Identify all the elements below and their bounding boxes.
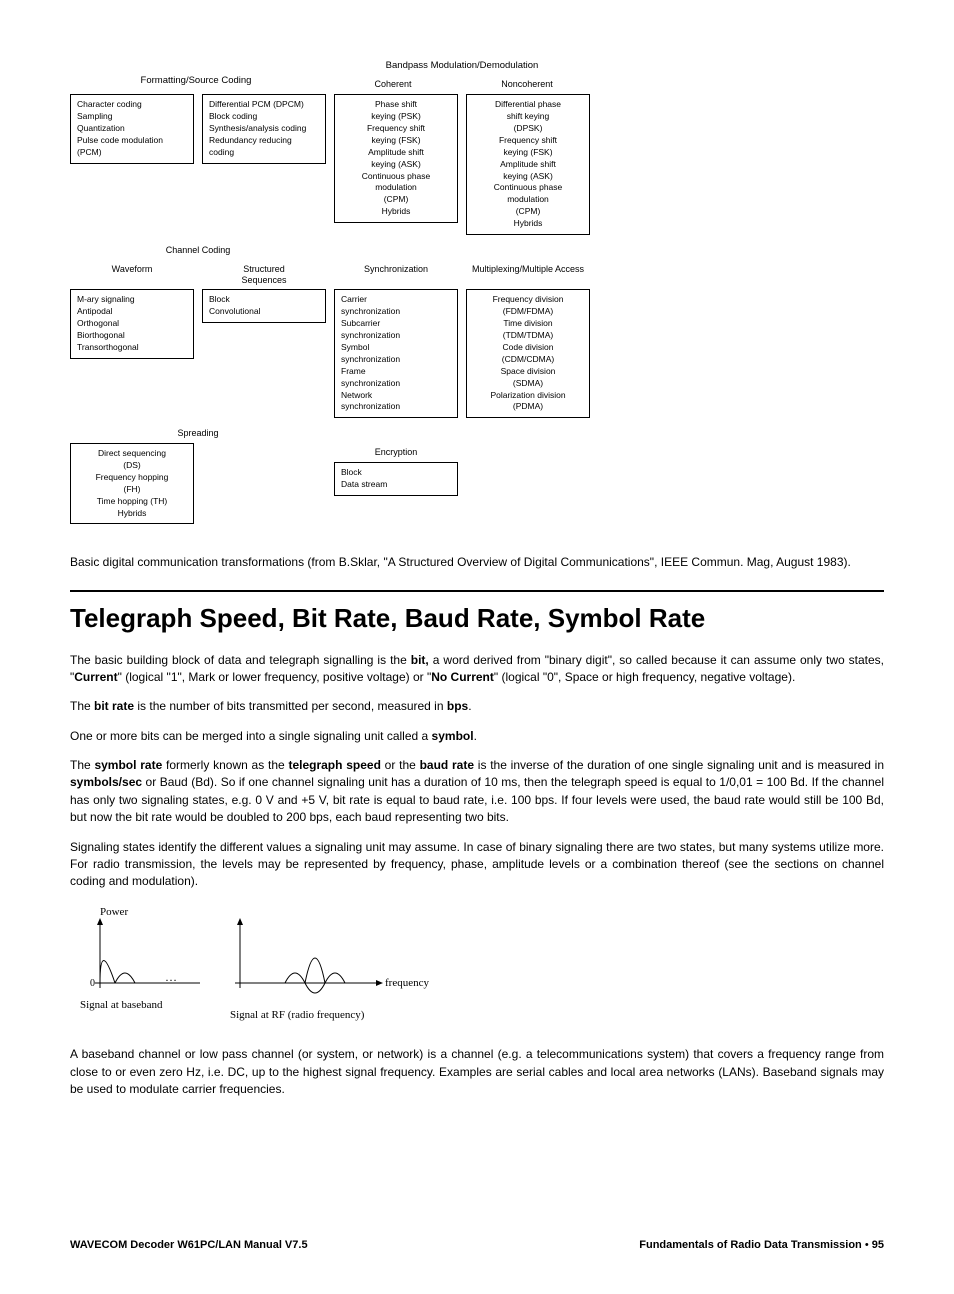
label-power: Power — [100, 906, 128, 918]
diagram-sub-spreading: Spreading — [70, 428, 326, 439]
diagram-sub-structured: Structured Sequences — [202, 264, 326, 286]
diagram-box-sync: CarriersynchronizationSubcarriersynchron… — [334, 289, 458, 418]
diagram-title-channelcoding: Channel Coding — [70, 245, 326, 256]
diagram-box-encryption: BlockData stream — [334, 462, 458, 496]
text: is the number of bits transmitted per se… — [134, 699, 447, 713]
bold: telegraph speed — [288, 758, 380, 772]
diagram-sub-encryption: Encryption — [334, 447, 458, 458]
diagram-box-noncoherent: Differential phaseshift keying(DPSK)Freq… — [466, 94, 590, 235]
diagram-box-multiplex: Frequency division(FDM/FDMA)Time divisio… — [466, 289, 590, 418]
figure-caption: Basic digital communication transformati… — [70, 554, 884, 571]
diagram-sub-noncoherent: Noncoherent — [464, 79, 590, 90]
bold: baud rate — [420, 758, 474, 772]
footer-page: 95 — [872, 1239, 884, 1251]
bold: Current — [74, 670, 117, 684]
diagram-box-formatting1: Character codingSamplingQuantizationPuls… — [70, 94, 194, 163]
diagram-sub-sync: Synchronization — [334, 264, 458, 275]
diagram-sub-waveform: Waveform — [70, 264, 194, 275]
bold: symbols/sec — [70, 775, 142, 789]
text: " (logical "1", Mark or lower frequency,… — [118, 670, 432, 684]
label-rf: Signal at RF (radio frequency) — [230, 1009, 365, 1021]
bold: symbol rate — [94, 758, 162, 772]
label-dots: … — [165, 970, 177, 984]
text: or the — [381, 758, 420, 772]
diagram-box-structured: BlockConvolutional — [202, 289, 326, 323]
text: One or more bits can be merged into a si… — [70, 729, 432, 743]
paragraph-4: The symbol rate formerly known as the te… — [70, 757, 884, 827]
paragraph-6: A baseband channel or low pass channel (… — [70, 1046, 884, 1098]
label-baseband: Signal at baseband — [80, 999, 163, 1011]
text: formerly known as the — [162, 758, 288, 772]
text: . — [468, 699, 471, 713]
signal-svg: Power 0 … Signal at baseband frequency S… — [70, 903, 430, 1023]
diagram-sub-coherent: Coherent — [330, 79, 456, 90]
text: The — [70, 699, 94, 713]
paragraph-2: The bit rate is the number of bits trans… — [70, 698, 884, 715]
section-heading: Telegraph Speed, Bit Rate, Baud Rate, Sy… — [70, 600, 884, 638]
text: The — [70, 758, 94, 772]
page-footer: WAVECOM Decoder W61PC/LAN Manual V7.5 Fu… — [70, 1238, 884, 1254]
diagram-title-formatting: Formatting/Source Coding — [70, 75, 322, 86]
bold: bit rate — [94, 699, 134, 713]
text: or Baud (Bd). So if one channel signalin… — [70, 775, 884, 824]
section-rule — [70, 590, 884, 592]
diagram-box-coherent: Phase shiftkeying (PSK)Frequency shiftke… — [334, 94, 458, 223]
diagram-sub-multiplex: Multiplexing/Multiple Access — [466, 264, 590, 275]
bold: bps — [447, 699, 468, 713]
bold: No Current — [431, 670, 494, 684]
text: The basic building block of data and tel… — [70, 653, 411, 667]
diagram-box-formatting2: Differential PCM (DPCM)Block codingSynth… — [202, 94, 326, 163]
label-frequency: frequency — [385, 977, 429, 989]
paragraph-3: One or more bits can be merged into a si… — [70, 728, 884, 745]
paragraph-1: The basic building block of data and tel… — [70, 652, 884, 687]
text: " (logical "0", Space or high frequency,… — [494, 670, 795, 684]
footer-left: WAVECOM Decoder W61PC/LAN Manual V7.5 — [70, 1238, 308, 1254]
diagram-title-bandpass: Bandpass Modulation/Demodulation — [334, 60, 590, 71]
label-zero: 0 — [90, 978, 95, 989]
transformations-diagram: Bandpass Modulation/Demodulation Formatt… — [70, 60, 590, 524]
signal-figure: Power 0 … Signal at baseband frequency S… — [70, 903, 884, 1028]
diagram-box-waveform: M-ary signalingAntipodalOrthogonalBiorth… — [70, 289, 194, 358]
diagram-box-spreading: Direct sequencing(DS)Frequency hopping(F… — [70, 443, 194, 524]
bold: symbol — [432, 729, 474, 743]
text: . — [474, 729, 477, 743]
text: is the inverse of the duration of one si… — [474, 758, 884, 772]
bold: bit, — [411, 653, 429, 667]
footer-bullet: • — [865, 1239, 869, 1251]
footer-section: Fundamentals of Radio Data Transmission — [639, 1239, 862, 1251]
paragraph-5: Signaling states identify the different … — [70, 839, 884, 891]
footer-right: Fundamentals of Radio Data Transmission … — [639, 1238, 884, 1254]
